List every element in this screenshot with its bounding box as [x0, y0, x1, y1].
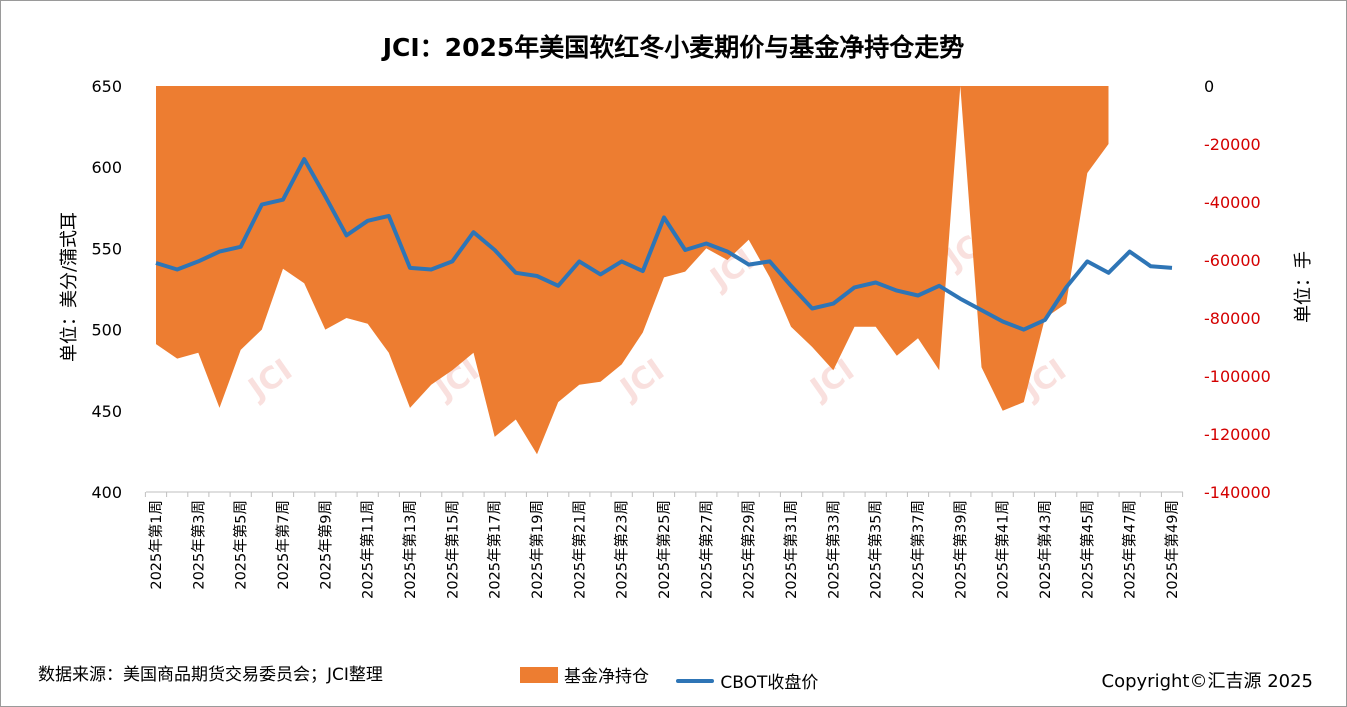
- x-tick-label: 2025年第7周: [274, 500, 292, 590]
- x-tick-label: 2025年第15周: [443, 500, 461, 599]
- legend-label-line: CBOT收盘价: [720, 673, 819, 693]
- x-tick-label: 2025年第49周: [1163, 500, 1181, 599]
- legend-item-line: CBOT收盘价: [676, 668, 818, 693]
- left-y-tick-label: 650: [91, 77, 122, 96]
- x-tick-label: 2025年第17周: [486, 500, 504, 599]
- x-tick-label: 2025年第33周: [824, 500, 842, 599]
- legend-label-area: 基金净持仓: [564, 667, 649, 687]
- right-y-tick-label: -140000: [1204, 483, 1271, 502]
- left-y-tick-label: 500: [91, 321, 122, 340]
- x-tick-label: 2025年第29周: [740, 500, 758, 599]
- right-y-tick-label: -60000: [1204, 251, 1261, 270]
- x-tick-label: 2025年第3周: [189, 500, 207, 590]
- x-tick-label: 2025年第23周: [613, 500, 631, 599]
- x-tick-label: 2025年第11周: [359, 500, 377, 599]
- left-y-axis: 650 600 550 500 450 400: [91, 77, 122, 502]
- x-tick-label: 2025年第19周: [528, 500, 546, 599]
- legend-swatch-area: [520, 666, 558, 683]
- x-tick-label: 2025年第47周: [1121, 500, 1139, 599]
- copyright: Copyright©汇吉源 2025: [1101, 671, 1313, 692]
- chart-title: JCI：2025年美国软红冬小麦期价与基金净持仓走势: [382, 33, 965, 62]
- x-tick-label: 2025年第21周: [570, 500, 588, 599]
- x-tick-label: 2025年第9周: [316, 500, 334, 590]
- data-source: 数据来源：美国商品期货交易委员会；JCI整理: [38, 665, 383, 685]
- x-tick-label: 2025年第43周: [1036, 500, 1054, 599]
- x-tick-label: 2025年第37周: [909, 500, 927, 599]
- x-tick-label: 2025年第31周: [782, 500, 800, 599]
- left-y-tick-label: 600: [91, 158, 122, 177]
- right-y-tick-label: -120000: [1204, 425, 1271, 444]
- x-axis: 2025年第1周 2025年第3周 2025年第5周 2025年第7周 2025年第9周…: [144, 492, 1184, 599]
- left-y-tick-label: 450: [91, 402, 122, 421]
- watermark-1: JCI: [241, 352, 299, 407]
- series-line-CBOT收盘价: [155, 157, 1173, 332]
- series-area-基金净持仓: [156, 86, 1109, 455]
- x-tick-label: 2025年第13周: [401, 500, 419, 599]
- x-tick-label: 2025年第41周: [994, 500, 1012, 599]
- right-y-tick-label: 0: [1204, 77, 1214, 96]
- left-y-tick-label: 400: [91, 483, 122, 502]
- x-tick-label: 2025年第35周: [867, 500, 885, 599]
- right-y-tick-label: -40000: [1204, 193, 1261, 212]
- right-y-tick-label: -20000: [1204, 135, 1261, 154]
- x-tick-label: 2025年第25周: [655, 500, 673, 599]
- x-tick-label: 2025年第27周: [697, 500, 715, 599]
- right-y-axis: 0 -20000 -40000 -60000 -80000 -100000 -120000 -…: [1204, 77, 1271, 502]
- legend-item-area: 基金净持仓: [520, 662, 649, 687]
- legend-swatch-line: [676, 678, 715, 683]
- right-y-tick-label: -80000: [1204, 309, 1261, 328]
- x-tick-label: 2025年第39周: [951, 500, 969, 599]
- x-tick-label: 2025年第45周: [1078, 500, 1096, 599]
- left-y-tick-label: 550: [91, 239, 122, 258]
- x-tick-label: 2025年第5周: [232, 500, 250, 590]
- x-tick-label: 2025年第1周: [147, 500, 165, 590]
- right-y-tick-label: -100000: [1204, 367, 1271, 386]
- legend: 基金净持仓 CBOT收盘价: [520, 662, 840, 693]
